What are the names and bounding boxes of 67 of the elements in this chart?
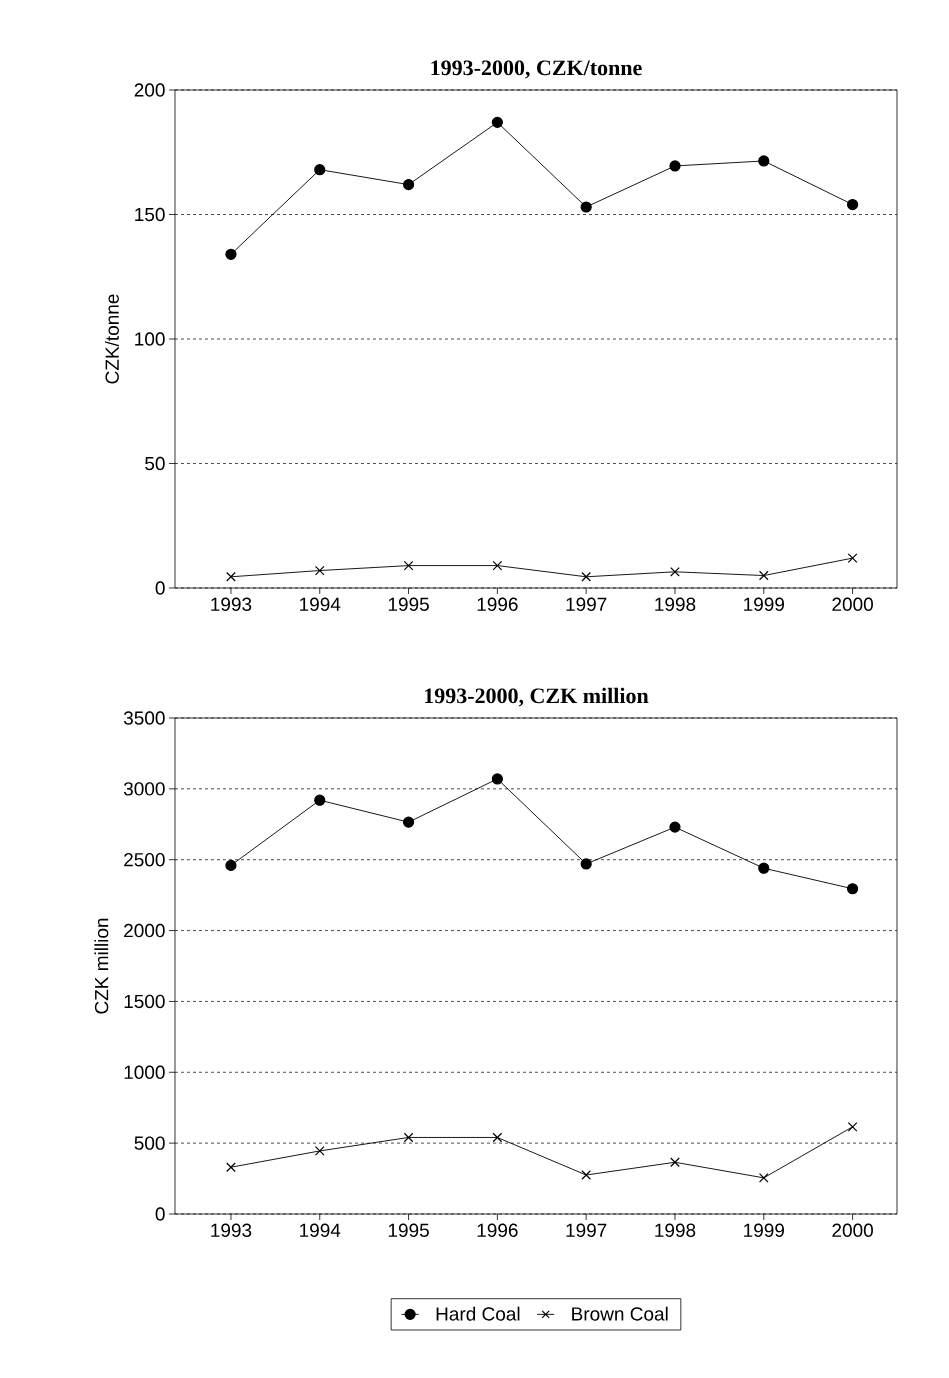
point (670, 1157, 680, 1168)
y-tick-label: 100 (135, 332, 165, 346)
x-tick-label: 1994 (300, 597, 341, 611)
point (669, 160, 681, 172)
point (225, 859, 237, 871)
point (226, 1162, 236, 1173)
y-tick-label: 3000 (123, 782, 165, 796)
x-tick-label: 2000 (832, 1223, 873, 1237)
x-tick-label: 1996 (477, 1223, 518, 1237)
point (581, 571, 592, 582)
point (580, 858, 592, 870)
y-tick-label: 1000 (124, 1065, 165, 1080)
point (846, 198, 859, 211)
point (492, 560, 503, 571)
point (758, 1173, 769, 1183)
point (847, 553, 858, 563)
chart-title: 1993-2000, CZK/tonne (431, 60, 642, 79)
point (314, 794, 326, 806)
point (314, 164, 326, 176)
x-tick-label: 1998 (655, 1223, 696, 1237)
y-tick-label: 2500 (124, 852, 165, 867)
y-axis-title: CZK/tonne (104, 294, 119, 384)
x-tick-label: 1996 (477, 597, 518, 611)
point (670, 566, 680, 577)
y-tick-label: 0 (155, 1207, 165, 1221)
x-tick-label: 1999 (744, 597, 784, 611)
y-tick-label: 2000 (124, 923, 165, 938)
x-tick-label: 1993 (211, 1223, 252, 1237)
x-tick-label: 1997 (566, 1223, 607, 1237)
y-axis-title: CZK million (94, 918, 109, 1014)
point (314, 1146, 325, 1156)
x-tick-label: 1998 (655, 597, 696, 611)
x-tick-label: 1995 (388, 597, 429, 611)
point (402, 179, 415, 191)
point (581, 1170, 592, 1180)
y-tick-label: 1500 (124, 994, 165, 1009)
x-tick-label: 1993 (211, 597, 252, 611)
y-tick-label: 500 (134, 1136, 165, 1150)
point (580, 201, 592, 213)
legend-label: Hard Coal (436, 1306, 520, 1321)
point (226, 571, 236, 582)
x-tick-label: 2000 (832, 597, 873, 611)
point (492, 1132, 503, 1143)
y-tick-label: 0 (155, 581, 165, 595)
x-tick-label: 1994 (300, 1223, 341, 1237)
chart-title: 1993-2000, CZK million (425, 687, 649, 707)
point (846, 883, 859, 895)
legend-label: Brown Coal (572, 1306, 668, 1321)
y-tick-label: 200 (134, 83, 165, 97)
point (758, 862, 770, 874)
point (491, 773, 503, 785)
x-tick-label: 1995 (388, 1223, 429, 1237)
point (403, 1132, 414, 1143)
point (669, 821, 681, 833)
y-tick-label: 50 (145, 456, 165, 471)
point (758, 570, 769, 581)
x-tick-label: 1999 (744, 1223, 784, 1237)
point (225, 248, 237, 260)
y-tick-label: 150 (135, 207, 165, 222)
point (847, 1122, 858, 1132)
point (314, 565, 325, 576)
y-tick-label: 3500 (123, 711, 165, 725)
point (403, 560, 414, 571)
x-tick-label: 1997 (566, 597, 607, 611)
point (491, 116, 503, 128)
point (758, 155, 770, 167)
point (402, 816, 415, 828)
